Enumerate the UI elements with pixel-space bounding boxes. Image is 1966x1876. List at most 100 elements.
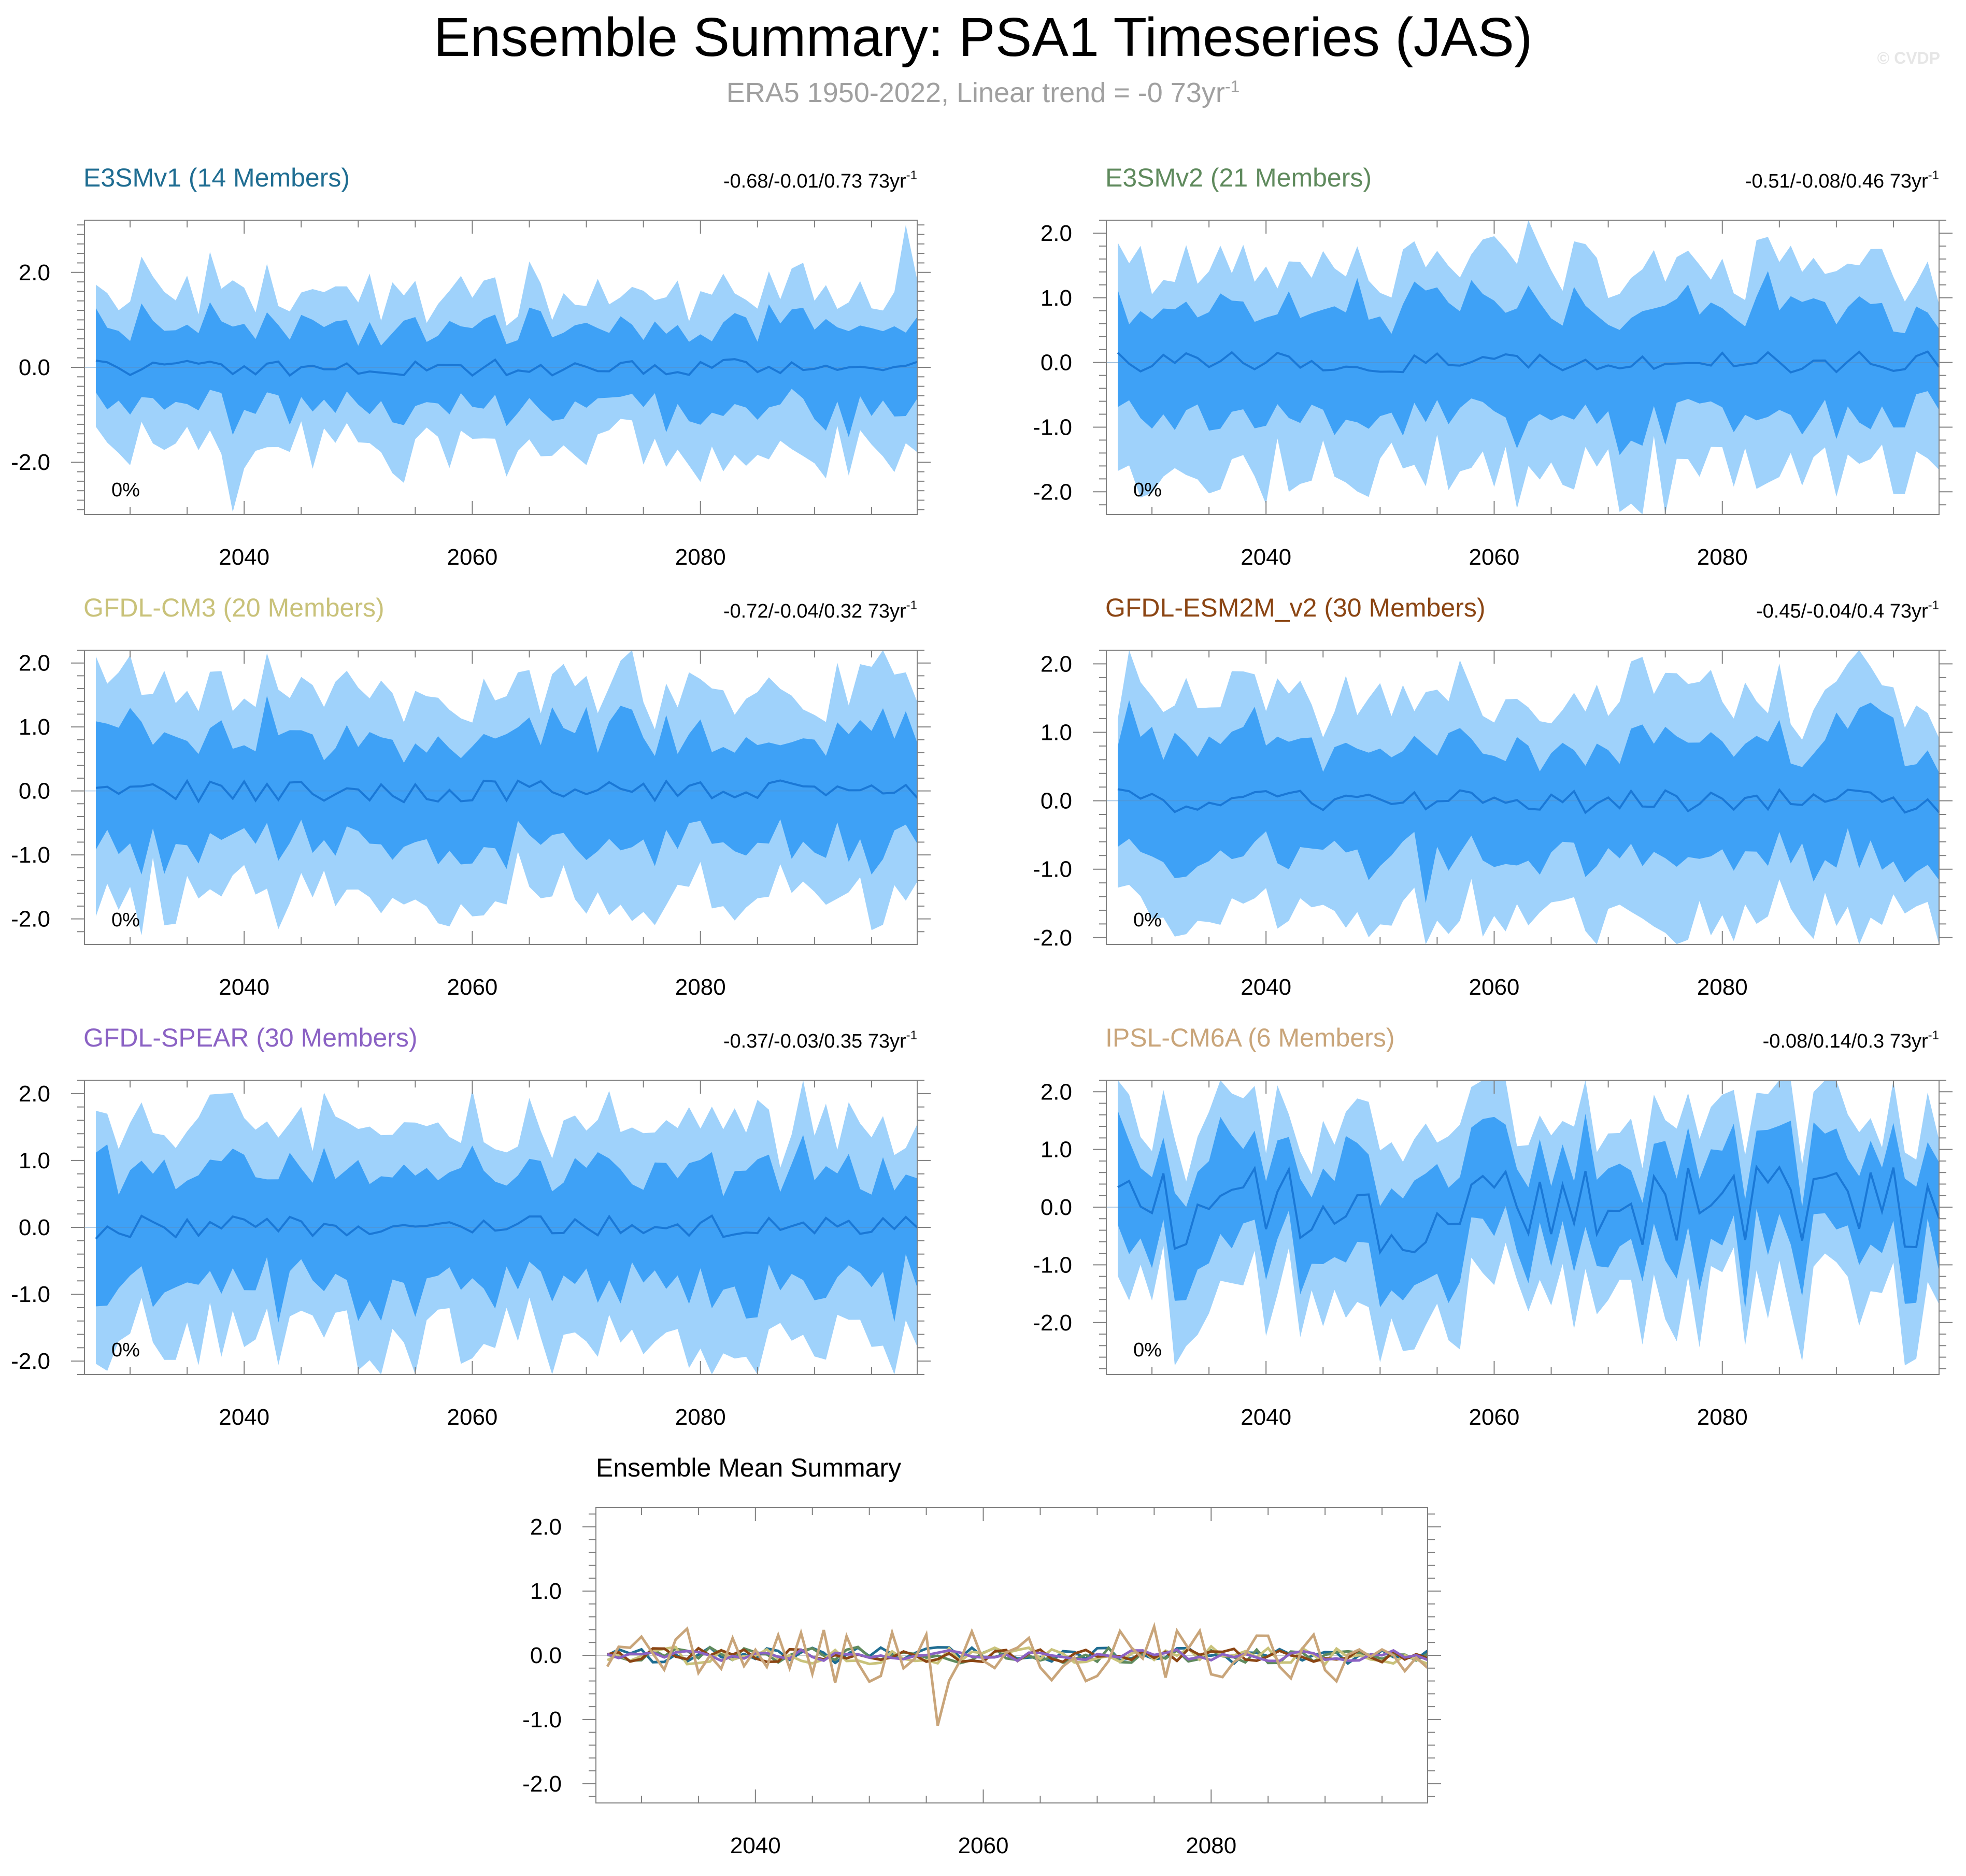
y-tick-label: 0.0: [19, 1215, 50, 1240]
percent-label: 0%: [111, 1339, 140, 1361]
subtitle-superscript: -1: [1224, 77, 1240, 96]
x-tick-label: 2040: [219, 1405, 269, 1430]
trend-label: -0.45/-0.04/0.4 73yr-1: [1756, 598, 1939, 622]
x-tick-label: 2040: [219, 975, 269, 1000]
y-tick-label: 1.0: [1041, 720, 1072, 746]
trend-label: -0.72/-0.04/0.32 73yr-1: [723, 598, 917, 622]
inner-spread-band: [1118, 700, 1939, 903]
y-tick-label: 2.0: [19, 260, 50, 285]
page-title: Ensemble Summary: PSA1 Timeseries (JAS): [433, 7, 1533, 68]
ensemble-mean-line: [1117, 350, 1940, 374]
trend-label: -0.37/-0.03/0.35 73yr-1: [723, 1028, 917, 1052]
x-tick-label: 2060: [447, 545, 498, 570]
y-tick-label: 1.0: [1041, 285, 1072, 311]
plot-frame: [84, 650, 918, 945]
inner-spread-band: [1118, 1110, 1939, 1309]
page-subtitle: ERA5 1950-2022, Linear trend = -0 73yr-1: [0, 77, 1966, 109]
chart-panel-3: GFDL-CM3 (20 Members) -0.72/-0.04/0.32 73…: [11, 593, 931, 1000]
inner-spread-band: [96, 302, 917, 437]
x-tick-label: 2060: [1469, 1405, 1520, 1430]
plot-frame: [1106, 1080, 1940, 1375]
y-tick-label: 2.0: [530, 1514, 562, 1540]
trend-label-superscript: -1: [1928, 1028, 1939, 1042]
y-tick-label: 0.0: [19, 779, 50, 804]
y-tick-label: -1.0: [11, 1282, 50, 1307]
inner-spread-band: [1118, 271, 1939, 455]
x-tick-label: 2040: [730, 1833, 781, 1858]
chart-panel-2: E3SMv2 (21 Members) -0.51/-0.08/0.46 73yr…: [1033, 163, 1953, 570]
y-tick-label: -1.0: [11, 842, 50, 868]
chart-title: GFDL-SPEAR (30 Members): [83, 1023, 418, 1052]
y-tick-label: 2.0: [19, 1081, 50, 1107]
series-line-ipsl-cm6a: [606, 1622, 1429, 1726]
y-tick-label: 1.0: [19, 1148, 50, 1173]
ensemble-mean-line: [95, 358, 918, 377]
series-line-gfdl-spear: [607, 1648, 1428, 1663]
y-tick-label: 1.0: [1041, 1137, 1072, 1163]
x-tick-label: 2080: [1697, 1405, 1748, 1430]
chart-title: E3SMv2 (21 Members): [1105, 163, 1372, 192]
chart-title: E3SMv1 (14 Members): [83, 163, 350, 192]
trend-label: -0.68/-0.01/0.73 73yr-1: [723, 168, 917, 192]
trend-label-superscript: -1: [1928, 598, 1939, 612]
percent-label: 0%: [1133, 479, 1162, 501]
y-tick-label: 1.0: [19, 714, 50, 740]
chart-title: IPSL-CM6A (6 Members): [1105, 1023, 1394, 1052]
y-tick-label: -1.0: [1033, 414, 1072, 440]
inner-spread-band: [96, 695, 917, 875]
y-tick-label: 0.0: [1041, 350, 1072, 376]
y-tick-label: 2.0: [1041, 1079, 1072, 1105]
y-tick-label: -2.0: [522, 1771, 562, 1797]
x-tick-label: 2060: [958, 1833, 1009, 1858]
x-tick-label: 2060: [1469, 545, 1520, 570]
y-tick-label: 1.0: [530, 1579, 562, 1604]
y-tick-label: -1.0: [1033, 857, 1072, 882]
x-tick-label: 2040: [1241, 1405, 1291, 1430]
x-tick-label: 2060: [447, 1405, 498, 1430]
trend-label-superscript: -1: [1928, 168, 1939, 182]
plot-frame: [1106, 650, 1940, 945]
y-tick-label: 2.0: [1041, 221, 1072, 246]
x-tick-label: 2080: [1697, 975, 1748, 1000]
percent-label: 0%: [1133, 909, 1162, 931]
chart-title: GFDL-CM3 (20 Members): [83, 593, 384, 622]
y-tick-label: 0.0: [1041, 789, 1072, 814]
ensemble-mean-line: [95, 1214, 918, 1240]
y-tick-label: -2.0: [1033, 479, 1072, 505]
trend-label: -0.51/-0.08/0.46 73yr-1: [1745, 168, 1939, 192]
trend-label-superscript: -1: [906, 598, 917, 612]
trend-label: -0.08/0.14/0.3 73yr-1: [1763, 1028, 1939, 1052]
y-tick-label: -2.0: [11, 450, 50, 475]
trend-label-superscript: -1: [906, 1028, 917, 1042]
trend-label-text: -0.08/0.14/0.3 73yr: [1763, 1030, 1928, 1052]
trend-label-text: -0.51/-0.08/0.46 73yr: [1745, 170, 1928, 192]
subtitle-text: ERA5 1950-2022, Linear trend = -0 73yr: [726, 77, 1225, 108]
trend-label-text: -0.68/-0.01/0.73 73yr: [723, 170, 906, 192]
ensemble-mean-line: [95, 779, 918, 804]
x-tick-label: 2040: [1241, 545, 1291, 570]
trend-label-text: -0.37/-0.03/0.35 73yr: [723, 1030, 906, 1052]
cvdp-watermark: © CVDP: [1877, 49, 1940, 67]
x-tick-label: 2080: [1697, 545, 1748, 570]
series-line-gfdl-cm3: [606, 1644, 1428, 1666]
ensemble-mean-line: [1117, 787, 1940, 814]
chart-panel-7: Ensemble Mean Summary 2040 2060 2080 -2.0 -1.…: [522, 1453, 1441, 1858]
ensemble-mean-line: [1117, 1164, 1940, 1255]
x-tick-label: 2040: [219, 545, 269, 570]
trend-label-superscript: -1: [906, 168, 917, 182]
y-tick-label: -1.0: [522, 1707, 562, 1732]
y-tick-label: 0.0: [1041, 1195, 1072, 1220]
x-tick-label: 2080: [675, 545, 726, 570]
x-tick-label: 2080: [675, 975, 726, 1000]
chart-panel-6: IPSL-CM6A (6 Members) -0.08/0.14/0.3 73yr…: [1033, 1023, 1953, 1430]
percent-label: 0%: [1133, 1339, 1162, 1361]
y-tick-label: -2.0: [1033, 925, 1072, 951]
chart-title: Ensemble Mean Summary: [596, 1453, 901, 1482]
y-tick-label: -2.0: [11, 1349, 50, 1374]
plot-frame: [1106, 220, 1940, 515]
percent-label: 0%: [111, 909, 140, 931]
y-tick-label: -2.0: [1033, 1310, 1072, 1336]
x-tick-label: 2060: [447, 975, 498, 1000]
y-tick-label: 2.0: [1041, 651, 1072, 677]
